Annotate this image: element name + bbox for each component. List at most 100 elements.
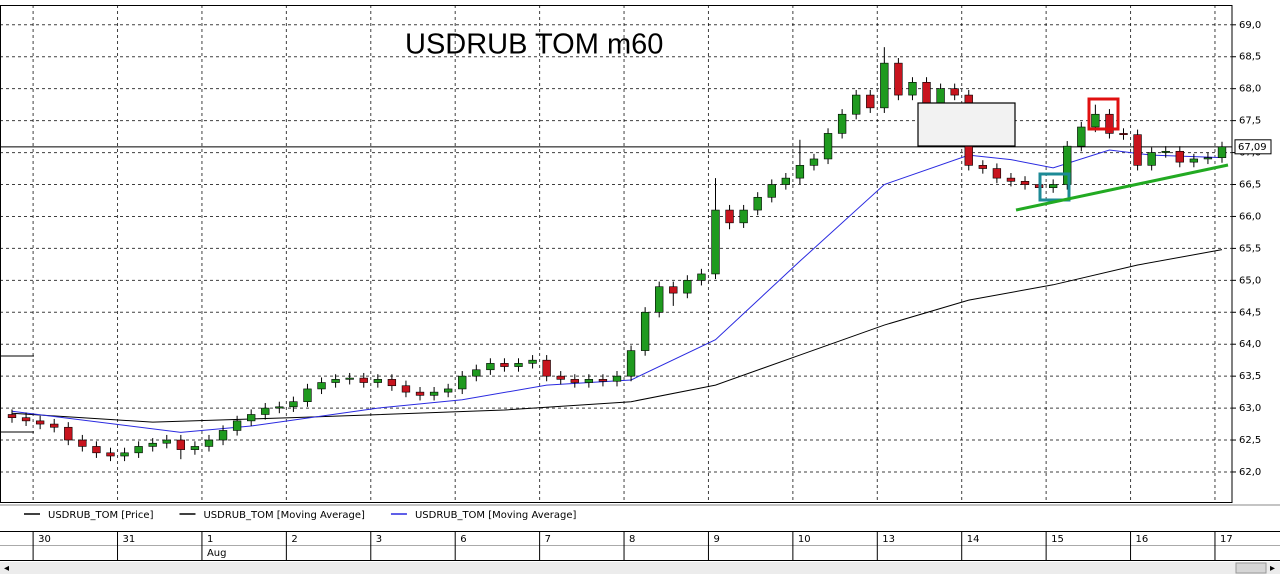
x-tick-label: 13 bbox=[882, 534, 895, 545]
candle-body bbox=[472, 369, 481, 377]
candle-body bbox=[683, 280, 692, 294]
candle-body bbox=[387, 379, 397, 387]
candle-body bbox=[458, 375, 467, 390]
candle-body bbox=[1161, 150, 1170, 153]
y-tick-label: 67,5 bbox=[1239, 116, 1261, 127]
candle-body bbox=[767, 184, 776, 198]
zone-box bbox=[917, 102, 1016, 147]
x-tick-label: 15 bbox=[1051, 534, 1064, 545]
y-tick-label: 63,0 bbox=[1239, 403, 1261, 414]
candle-body bbox=[837, 113, 847, 134]
candle-body bbox=[655, 286, 664, 313]
candle-body bbox=[232, 420, 242, 431]
candle-body bbox=[781, 177, 791, 185]
candle-body bbox=[612, 375, 622, 382]
candle-body bbox=[120, 452, 129, 457]
y-tick-label: 69,0 bbox=[1239, 20, 1261, 31]
candle-body bbox=[866, 94, 875, 109]
candle-body bbox=[711, 209, 720, 275]
candle-body bbox=[1091, 113, 1100, 128]
x-tick-label: 16 bbox=[1136, 534, 1149, 545]
candle-body bbox=[1006, 177, 1016, 182]
candle-body bbox=[275, 406, 284, 409]
candle-body bbox=[809, 158, 819, 166]
scroll-thumb[interactable] bbox=[1235, 562, 1267, 574]
candle-body bbox=[1119, 133, 1128, 135]
candle-body bbox=[247, 414, 256, 422]
legend-label: USDRUB_TOM [Price] bbox=[48, 510, 154, 521]
legend: USDRUB_TOM [Price] USDRUB_TOM [Moving Ave… bbox=[24, 510, 577, 521]
candle-body bbox=[429, 391, 439, 396]
x-axis: 30 31 1 2 3 6 7 8 9 10 13 14 15 16 17 Aug bbox=[32, 532, 1233, 560]
candle-body bbox=[500, 363, 509, 367]
candle-body bbox=[1175, 150, 1184, 163]
candle-body bbox=[1203, 157, 1213, 160]
candle-body bbox=[218, 430, 228, 441]
candle-body bbox=[556, 375, 565, 380]
candle-body bbox=[978, 165, 987, 169]
scroll-right[interactable]: ▸ bbox=[1270, 563, 1275, 574]
candle-body bbox=[584, 379, 594, 383]
y-tick-label: 63,5 bbox=[1239, 371, 1261, 382]
x-tick-label: 1 bbox=[207, 534, 213, 545]
y-tick-label: 68,0 bbox=[1239, 84, 1261, 95]
grid bbox=[0, 5, 1232, 502]
x-tick-label: 2 bbox=[291, 534, 297, 545]
candle-body bbox=[1077, 126, 1086, 147]
x-tick-label: 9 bbox=[713, 534, 719, 545]
candle-body bbox=[950, 88, 959, 96]
y-tick-label: 65,0 bbox=[1239, 275, 1261, 286]
scrollbar[interactable] bbox=[0, 562, 1280, 574]
candle-body bbox=[486, 363, 495, 371]
candle-body bbox=[317, 382, 326, 390]
candle-body bbox=[739, 209, 748, 224]
candle-body bbox=[176, 439, 186, 450]
trend-line bbox=[1015, 163, 1229, 212]
candle-body bbox=[1063, 145, 1072, 185]
last-price-label: 67,09 bbox=[1238, 142, 1267, 153]
candle-body bbox=[1133, 134, 1142, 166]
legend-label: USDRUB_TOM [Moving Average] bbox=[203, 510, 365, 521]
candle-body bbox=[64, 426, 73, 441]
candle-body bbox=[261, 407, 270, 415]
candle-body bbox=[1048, 184, 1058, 189]
candle-body bbox=[78, 439, 87, 447]
y-tick-label: 66,0 bbox=[1239, 211, 1261, 222]
last-price-box bbox=[1234, 139, 1272, 155]
y-tick-label: 68,5 bbox=[1239, 52, 1261, 63]
candle-body bbox=[640, 311, 650, 351]
candle-body bbox=[35, 420, 45, 425]
candle-body bbox=[880, 62, 889, 109]
candle-body bbox=[528, 359, 537, 364]
candle-body bbox=[823, 133, 833, 160]
x-tick-label: 8 bbox=[629, 534, 635, 545]
moving-average-line bbox=[11, 149, 1223, 433]
month-label: Aug bbox=[207, 548, 227, 559]
y-tick-label: 65,5 bbox=[1239, 243, 1261, 254]
candle-body bbox=[7, 414, 17, 418]
candle-body bbox=[190, 446, 200, 450]
chart-title: USDRUB TOM m60 bbox=[405, 29, 663, 61]
scroll-left[interactable]: ◂ bbox=[4, 563, 9, 574]
candle-body bbox=[331, 379, 340, 383]
highlight-box bbox=[1087, 97, 1120, 131]
candle-body bbox=[852, 94, 861, 115]
y-tick-label: 62,5 bbox=[1239, 435, 1261, 446]
y-axis: 62,0 62,5 63,0 63,5 64,0 64,5 65,0 65,5 66,0 66,5… bbox=[1232, 20, 1272, 478]
plot-frame bbox=[0, 5, 1233, 503]
candle-body bbox=[725, 209, 734, 224]
candle-body bbox=[753, 196, 762, 211]
candle-body bbox=[415, 391, 425, 396]
candle-body bbox=[570, 379, 579, 383]
candle-body bbox=[1217, 146, 1227, 158]
candle-body bbox=[345, 377, 354, 380]
candle-body bbox=[443, 388, 453, 393]
candle-body bbox=[401, 385, 411, 393]
x-tick-label: 3 bbox=[376, 534, 382, 545]
x-tick-label: 14 bbox=[967, 534, 980, 545]
candle-body bbox=[359, 377, 368, 383]
candle-body bbox=[50, 423, 59, 428]
